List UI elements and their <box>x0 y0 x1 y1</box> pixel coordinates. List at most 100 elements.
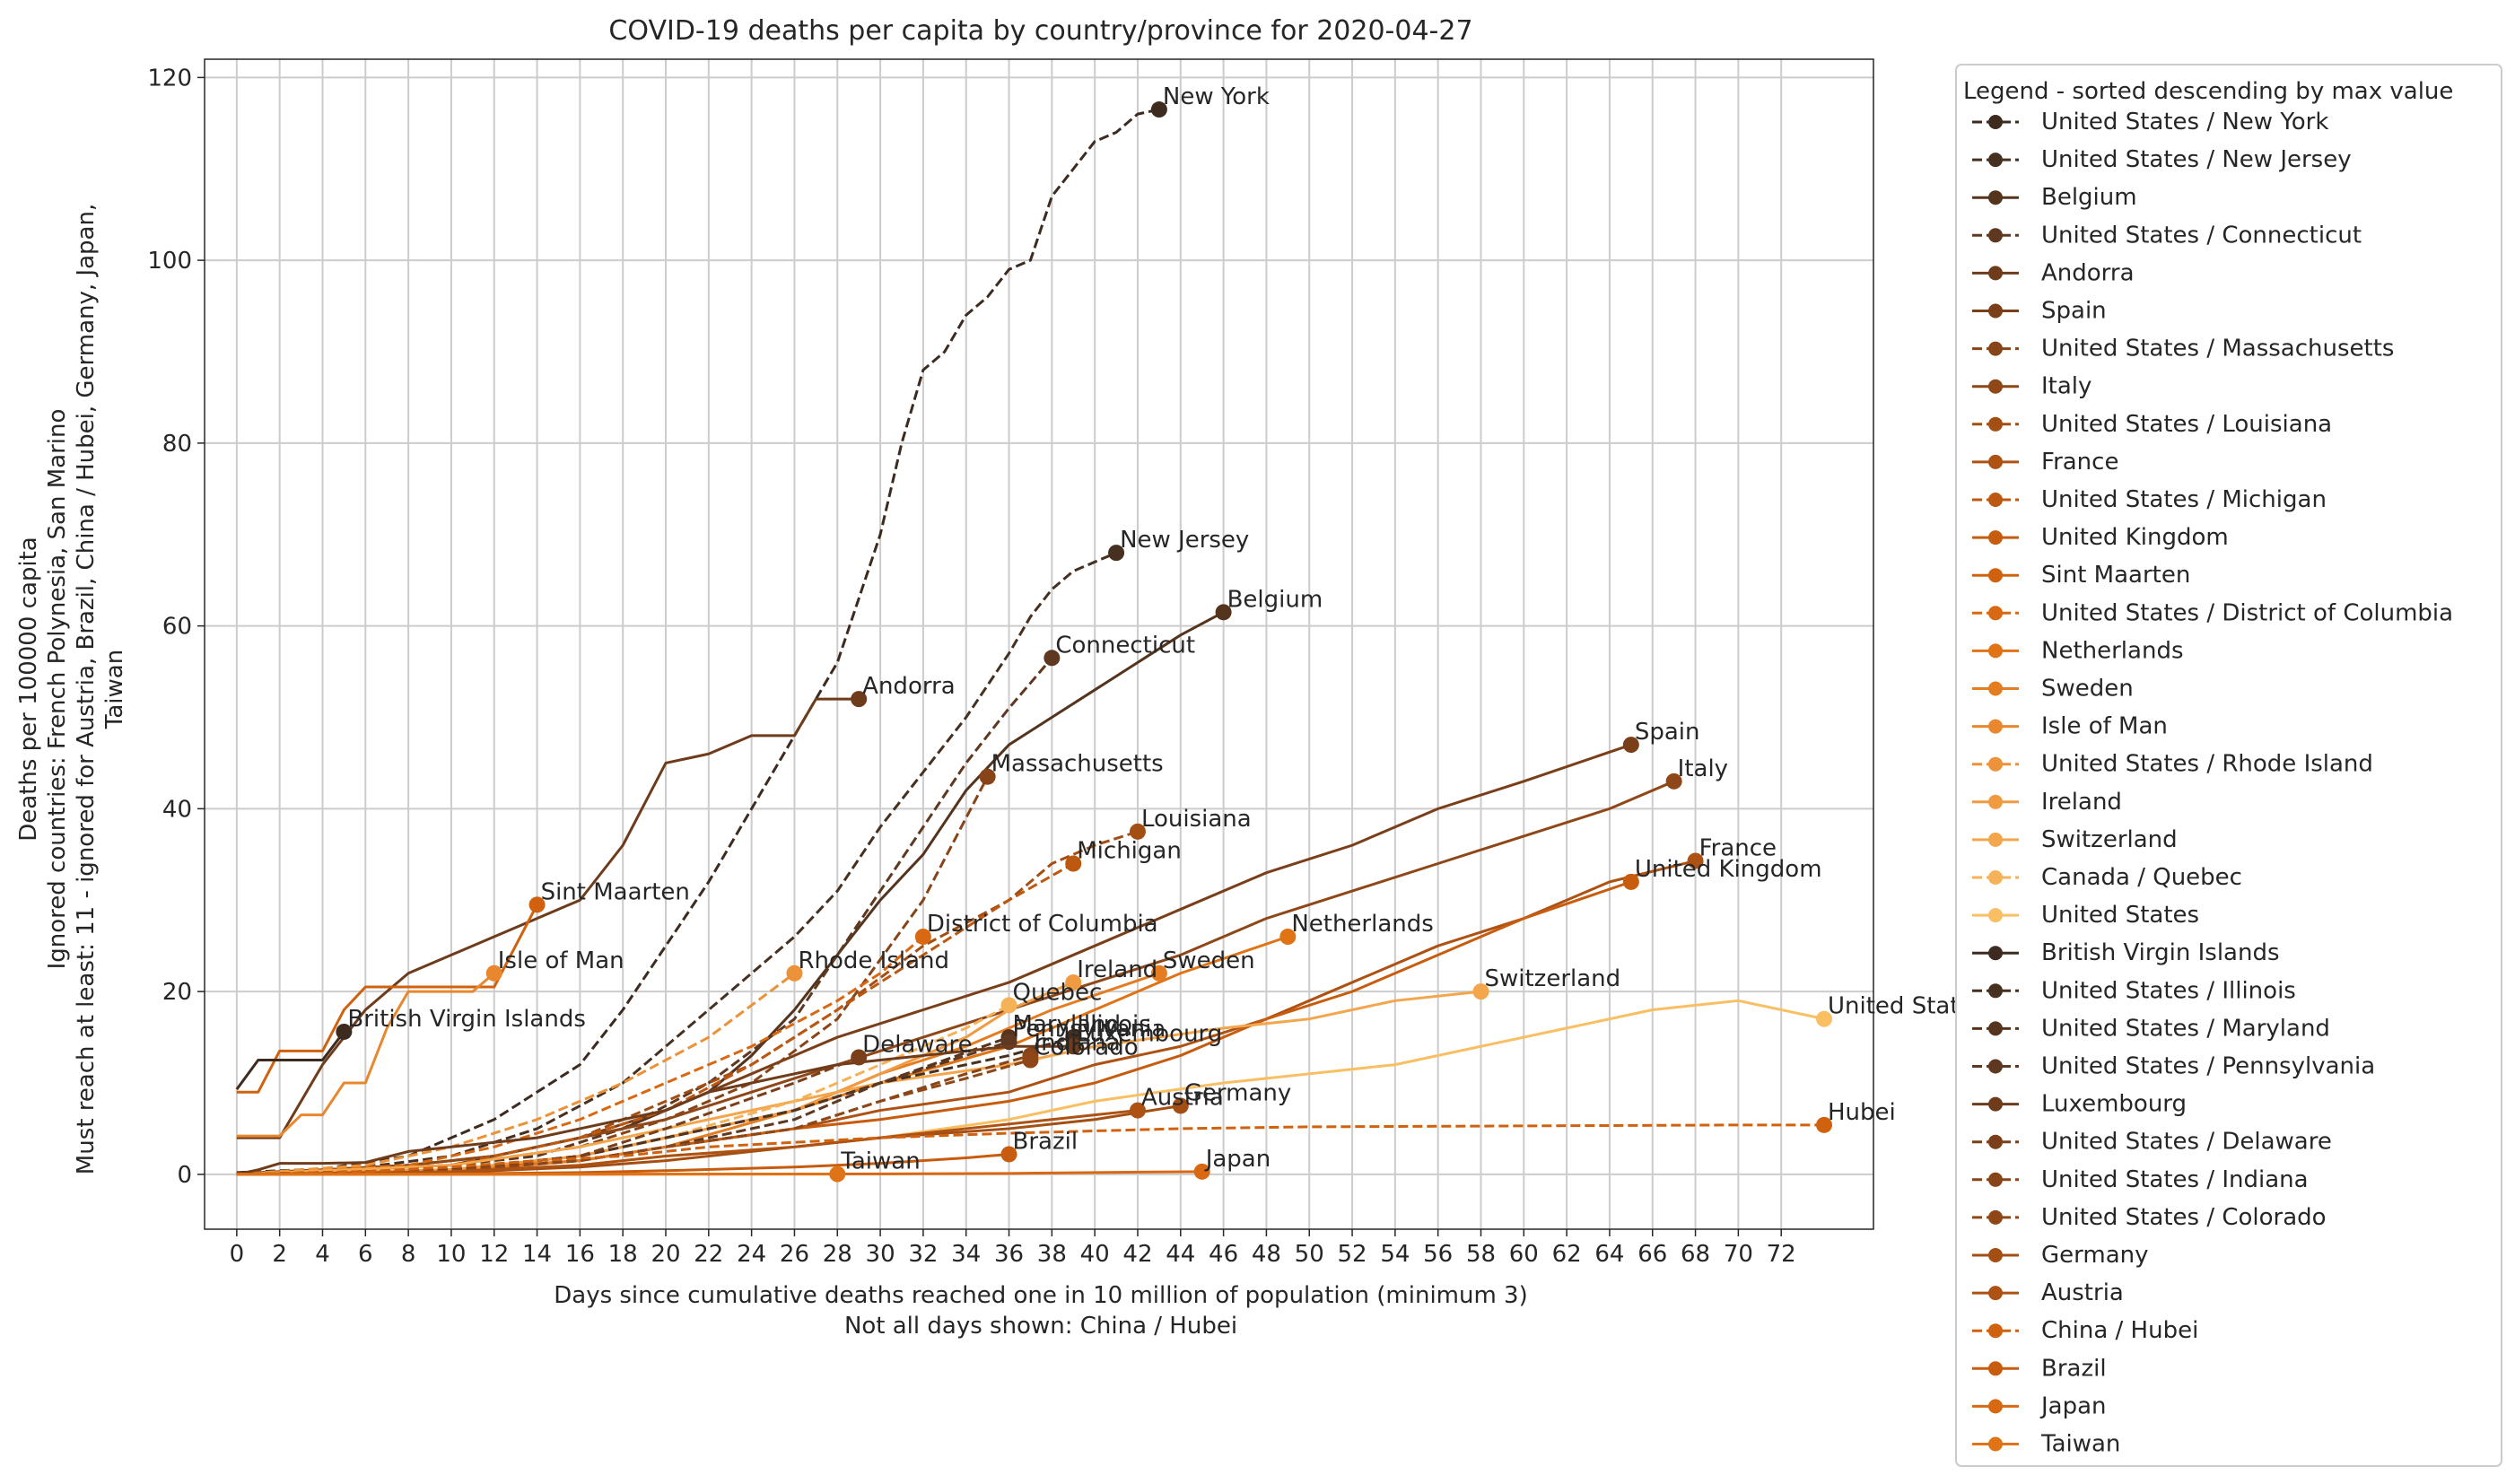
legend-item-label: United States / District of Columbia <box>2041 599 2453 626</box>
x-tick-label: 48 <box>1252 1241 1281 1268</box>
series-end-label: Andorra <box>862 673 956 700</box>
legend-item-label: Canada / Quebec <box>2041 864 2242 891</box>
legend-item-label: United States / Colorado <box>2041 1204 2327 1231</box>
legend-item-label: Italy <box>2041 373 2091 400</box>
series-end-marker <box>1622 873 1639 890</box>
series-end-label: Italy <box>1678 755 1728 782</box>
legend-swatch-marker <box>1988 643 2003 659</box>
series-end-marker <box>1065 973 1082 991</box>
series-end-marker <box>851 1049 868 1066</box>
legend-title: Legend - sorted descending by max value <box>1963 78 2453 105</box>
legend-item-label: Japan <box>2039 1392 2107 1419</box>
series-end-marker <box>1150 965 1167 982</box>
x-tick-label: 58 <box>1466 1241 1496 1268</box>
y-tick-label: 80 <box>162 431 192 458</box>
legend-swatch-marker <box>1988 303 2003 319</box>
series-end-label: Louisiana <box>1141 806 1252 833</box>
series-end-label: Massachusetts <box>991 751 1164 778</box>
x-tick-label: 28 <box>823 1241 852 1268</box>
legend-item-label: Belgium <box>2041 184 2137 211</box>
series-end-label: Connecticut <box>1055 632 1195 659</box>
series-line <box>236 972 796 1176</box>
series-end-label: New York <box>1163 83 1270 110</box>
series-end-label: Spain <box>1635 719 1700 746</box>
x-tick-label: 30 <box>866 1241 895 1268</box>
x-tick-label: 54 <box>1380 1241 1410 1268</box>
series-end-label: Japan <box>1204 1146 1271 1173</box>
series-end-marker <box>1065 1038 1082 1055</box>
legend-swatch-marker <box>1988 1323 2003 1339</box>
series-end-label: Belgium <box>1227 586 1323 613</box>
legend-swatch-marker <box>1988 1248 2003 1262</box>
x-tick-label: 6 <box>358 1241 373 1268</box>
series-end-marker <box>1129 823 1146 840</box>
series-end-label: Michigan <box>1077 838 1182 865</box>
legend-item-label: United States / Louisiana <box>2041 411 2332 438</box>
series-end-marker <box>1129 1102 1146 1119</box>
series-line <box>236 1123 1825 1176</box>
y-tick-label: 120 <box>147 65 192 92</box>
legend-swatch-marker <box>1988 719 2003 734</box>
series-end-label: Colorado <box>1034 1034 1138 1061</box>
legend-item-label: United States / Illinois <box>2041 977 2296 1004</box>
legend-item-label: Andorra <box>2041 259 2135 286</box>
series-end-marker <box>485 965 502 982</box>
series-end-marker <box>336 1023 353 1040</box>
series-end-label: Ireland <box>1077 956 1157 983</box>
legend-swatch-marker <box>1988 1286 2003 1301</box>
legend-item-label: United Kingdom <box>2041 524 2229 551</box>
legend-items: United States / New York United States / … <box>1972 109 2453 1458</box>
series-end-marker <box>1215 604 1232 621</box>
x-tick-label: 16 <box>565 1241 595 1268</box>
x-tick-label: 4 <box>315 1241 330 1268</box>
series-end-marker <box>1665 773 1682 790</box>
series-end-marker <box>1172 1097 1189 1114</box>
series-end-label: Pennsylvania <box>1013 1016 1166 1043</box>
legend-swatch-marker <box>1988 983 2003 999</box>
legend-swatch-marker <box>1988 530 2003 546</box>
legend-item-label: Netherlands <box>2041 637 2184 664</box>
series-end-marker <box>1193 1163 1210 1180</box>
legend-swatch-marker <box>1988 946 2003 961</box>
legend-swatch-marker <box>1988 1361 2003 1376</box>
legend-swatch-marker <box>1988 1436 2003 1452</box>
series-end-marker <box>1000 1146 1017 1163</box>
legend-swatch-marker <box>1988 1399 2003 1414</box>
legend-swatch-marker <box>1988 115 2003 129</box>
series-line <box>236 972 495 1138</box>
legend-swatch-marker <box>1988 794 2003 809</box>
x-tick-label: 40 <box>1080 1241 1110 1268</box>
x-tick-label: 68 <box>1681 1241 1710 1268</box>
series-line <box>236 1059 1031 1176</box>
legend-swatch-marker <box>1988 681 2003 696</box>
legend-item-label: Ireland <box>2041 789 2122 816</box>
series-end-marker <box>1279 929 1297 945</box>
legend-item-label: Luxembourg <box>2041 1091 2187 1118</box>
legend-swatch-marker <box>1988 870 2003 885</box>
plot-frame <box>204 58 1874 1230</box>
series-end-label: Indiana <box>1034 1029 1120 1056</box>
legend-swatch-marker <box>1988 228 2003 243</box>
series-end-label: Brazil <box>1013 1128 1078 1155</box>
legend-swatch-marker <box>1988 341 2003 356</box>
series-end-marker <box>851 691 868 708</box>
y-axis-label-line-3: Must reach at least: 11 - ignored for Au… <box>73 204 100 1174</box>
series-end-marker <box>914 929 931 945</box>
x-tick-label: 18 <box>608 1241 638 1268</box>
legend-item-label: Sweden <box>2041 676 2134 703</box>
x-tick-label: 10 <box>436 1241 466 1268</box>
plot-area: New York New Jersey Belgium Connecticut Ando… <box>204 58 1986 1230</box>
legend-swatch-marker <box>1988 190 2003 205</box>
legend-frame <box>1955 64 2502 1467</box>
series-end-label: Maryland <box>1013 1011 1122 1038</box>
series-end-label: Hubei <box>1828 1099 1896 1126</box>
legend-item-label: United States / Massachusetts <box>2041 336 2394 362</box>
y-tick-label: 0 <box>177 1162 192 1189</box>
series-line <box>235 1031 345 1091</box>
legend-item-label: United States <box>2041 902 2199 929</box>
y-tick-label: 100 <box>147 248 192 275</box>
series-line <box>236 990 1481 1176</box>
y-axis-label-line-2: Ignored countries: French Polynesia, San… <box>44 409 71 970</box>
x-tick-label: 32 <box>908 1241 938 1268</box>
